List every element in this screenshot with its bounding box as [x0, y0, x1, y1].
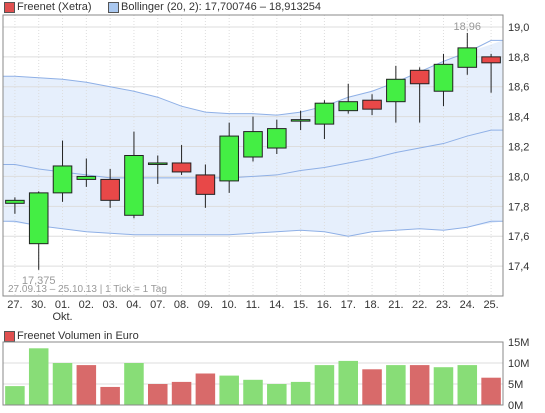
- x-tick-label: 10.: [222, 299, 237, 311]
- volume-bar-up: [338, 360, 358, 405]
- price-y-tick-label: 17,8: [508, 201, 529, 213]
- x-tick-label: 21.: [388, 299, 403, 311]
- volume-bar-up: [124, 363, 144, 405]
- bollinger-legend-label: Bollinger (20, 2): 17,700746 – 18,913254: [121, 1, 321, 13]
- volume-bar-up: [386, 365, 406, 405]
- volume-bar-down: [76, 365, 97, 405]
- bollinger-upper-line: [3, 39, 503, 116]
- volume-bar-up: [267, 384, 287, 405]
- series-legend-swatch: [4, 2, 15, 13]
- volume-y-tick-label: 5M: [508, 379, 523, 391]
- x-tick-label: 15.: [293, 299, 308, 311]
- x-tick-label: 25.: [483, 299, 498, 311]
- x-tick-label: 11.: [246, 299, 260, 311]
- x-tick-label: 18.: [364, 299, 379, 311]
- bollinger-legend-swatch: [108, 2, 119, 13]
- price-y-tick-label: 17,6: [508, 231, 529, 243]
- bollinger-lower-line: [3, 220, 503, 237]
- volume-bar-up: [290, 381, 311, 405]
- candle-up: [28, 192, 49, 245]
- price-y-tick-label: 18,2: [508, 142, 529, 154]
- candle-down: [171, 162, 192, 173]
- price-y-tick-label: 19,0: [508, 22, 529, 34]
- x-tick-label: 23.: [436, 299, 451, 311]
- candle-up: [52, 165, 73, 194]
- volume-bar-up: [5, 386, 25, 405]
- volume-bar-down: [148, 384, 168, 405]
- bollinger-middle-line: [3, 129, 503, 179]
- x-tick-label: 14.: [269, 299, 284, 311]
- x-month-label: Okt.: [52, 311, 72, 323]
- candle-up: [290, 119, 311, 122]
- volume-bar-up: [52, 363, 73, 405]
- candle-up: [5, 199, 25, 204]
- x-tick-label: 07.: [150, 299, 165, 311]
- price-y-tick-label: 18,6: [508, 82, 529, 94]
- candle-up: [386, 78, 406, 103]
- min-annotation: 17,375: [22, 275, 56, 287]
- candle-down: [362, 99, 382, 110]
- volume-y-tick-label: 10M: [508, 358, 529, 370]
- max-annotation: 18,96: [454, 21, 482, 33]
- volume-bar-down: [409, 365, 430, 405]
- candle-down: [481, 56, 501, 64]
- series-legend-label: Freenet (Xetra): [17, 1, 92, 13]
- price-y-tick-label: 18,0: [508, 171, 529, 183]
- candle-up: [147, 162, 168, 165]
- candle-up: [267, 128, 287, 149]
- candle-up: [338, 101, 359, 112]
- volume-bar-up: [219, 375, 239, 405]
- x-tick-label: 03.: [102, 299, 117, 311]
- volume-bar-down: [171, 381, 192, 405]
- price-y-tick-label: 18,8: [508, 52, 529, 64]
- x-tick-label: 22.: [412, 299, 427, 311]
- volume-bar-up: [457, 365, 478, 405]
- price-frame: [2, 14, 504, 297]
- candle-up: [433, 63, 454, 92]
- volume-bar-up: [314, 365, 335, 405]
- x-tick-label: 24.: [460, 299, 475, 311]
- x-tick-label: 08.: [174, 299, 189, 311]
- volume-bar-down: [481, 377, 501, 405]
- candle-up: [124, 155, 144, 216]
- volume-bar-down: [362, 369, 382, 405]
- volume-legend-label: Freenet Volumen in Euro: [17, 330, 139, 342]
- price-panel: 19,0 18,8 18,6 18,4 18,2 18,0 17,8 17,6 17,4 18,9…: [2, 14, 529, 323]
- price-y-tick-label: 18,4: [508, 112, 529, 124]
- candle-down: [195, 174, 216, 195]
- candle-up: [314, 102, 335, 125]
- x-tick-label: 16.: [317, 299, 332, 311]
- x-tick-label: 09.: [198, 299, 213, 311]
- x-tick-label: 04.: [126, 299, 141, 311]
- candle-up: [219, 135, 239, 182]
- volume-y-tick-label: 15M: [508, 337, 529, 349]
- x-tick-label: 27.: [7, 299, 22, 311]
- x-tick-label: 01.: [55, 299, 70, 311]
- volume-bar-up: [433, 367, 454, 405]
- candle-up: [243, 131, 263, 158]
- volume-panel: 15M 10M 5M 0M: [2, 337, 529, 412]
- x-tick-label: 02.: [79, 299, 94, 311]
- volume-bar-down: [100, 386, 120, 405]
- volume-bar-up: [28, 348, 49, 405]
- candle-up: [457, 47, 478, 68]
- volume-y-tick-label: 0M: [508, 400, 523, 412]
- volume-bar-up: [243, 379, 263, 405]
- x-tick-label: 17.: [341, 299, 356, 311]
- candle-down: [409, 69, 430, 85]
- price-y-tick-label: 17,4: [508, 261, 529, 273]
- candle-down: [100, 178, 120, 201]
- volume-frame: [2, 341, 504, 406]
- period-info-text: 27.09.13 – 25.10.13 | 1 Tick = 1 Tag: [8, 284, 167, 295]
- candle-up: [76, 175, 97, 180]
- x-tick-label: 30.: [31, 299, 46, 311]
- volume-bar-down: [195, 373, 216, 405]
